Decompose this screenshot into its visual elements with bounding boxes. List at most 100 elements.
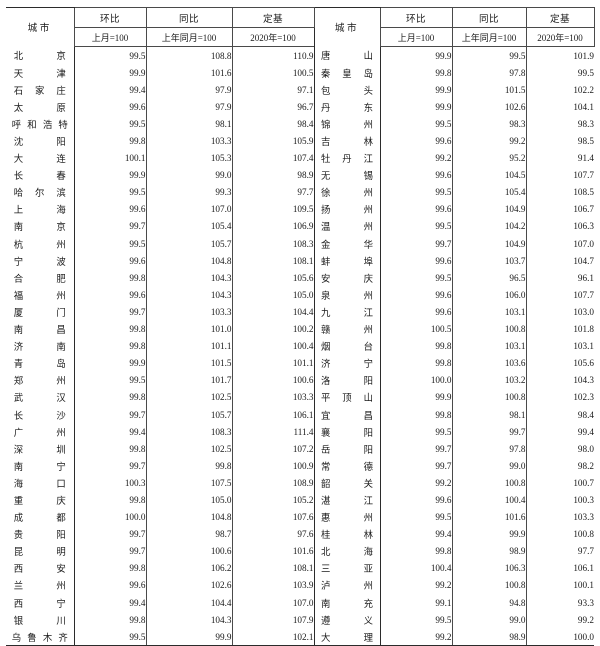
value-mom-left: 100.0: [73, 508, 146, 526]
value-yoy-left: 105.0: [145, 491, 232, 509]
value-mom-left: 99.8: [73, 132, 146, 150]
value-mom-right: 99.9: [379, 388, 452, 406]
city-name-right: 烟台: [313, 337, 380, 355]
table-row: 大连 100.1 105.3 107.4 牡丹江 99.2 95.2 91.4: [6, 149, 594, 167]
value-mom-right: 99.2: [379, 576, 452, 594]
value-yoy-right: 103.7: [451, 252, 526, 270]
table-header: 城市 环比 同比 定基 城市 环比 同比 定基 上月=100 上年同月=100 …: [6, 7, 595, 47]
value-base-right: 107.7: [525, 166, 594, 184]
city-label: 常德: [321, 462, 373, 473]
value-base-right: 107.7: [525, 286, 594, 304]
value-base-left: 110.9: [231, 46, 314, 65]
value-mom-right: 99.1: [379, 594, 452, 612]
value-base-left: 97.7: [231, 183, 314, 201]
value-yoy-right: 104.9: [451, 200, 526, 218]
header-yoy-basis-right: 上年同月=100: [451, 27, 527, 47]
value-yoy-left: 107.5: [145, 474, 232, 492]
value-base-left: 108.1: [231, 252, 314, 270]
city-label: 宁波: [13, 257, 66, 268]
table-row: 青岛 99.9 101.5 101.1 济宁 99.8 103.6 105.6: [6, 354, 594, 372]
value-base-left: 96.7: [231, 98, 314, 116]
table-row: 银川 99.8 104.3 107.9 遵义 99.5 99.0 99.2: [6, 611, 594, 629]
value-yoy-left: 97.9: [145, 81, 232, 99]
header-row-sub: 上月=100 上年同月=100 2020年=100 上月=100 上年同月=10…: [6, 27, 595, 47]
value-mom-left: 99.5: [73, 115, 146, 133]
value-mom-left: 99.5: [73, 183, 146, 201]
value-yoy-left: 101.0: [145, 320, 232, 338]
value-yoy-right: 97.8: [451, 440, 526, 458]
value-mom-left: 99.9: [73, 354, 146, 372]
value-base-right: 103.1: [525, 337, 594, 355]
value-mom-right: 99.9: [379, 46, 452, 65]
value-base-right: 106.1: [525, 559, 594, 577]
value-base-left: 111.4: [231, 423, 314, 441]
city-label: 丹东: [321, 103, 373, 114]
city-label: 遵义: [321, 616, 373, 627]
value-yoy-right: 98.9: [451, 542, 526, 560]
value-yoy-right: 101.6: [451, 508, 526, 526]
city-label: 襄阳: [321, 428, 373, 439]
value-base-left: 103.9: [231, 576, 314, 594]
city-name-left: 福州: [6, 286, 74, 303]
value-mom-left: 99.8: [73, 337, 146, 355]
value-mom-left: 99.7: [73, 217, 146, 236]
value-yoy-left: 101.7: [145, 371, 232, 389]
city-name-left: 长沙: [6, 406, 74, 423]
city-label: 杭州: [13, 240, 66, 251]
city-name-right: 三亚: [313, 559, 380, 577]
city-label: 三亚: [321, 565, 373, 576]
table-row: 厦门 99.7 103.3 104.4 九江 99.6 103.1 103.0: [6, 303, 594, 321]
value-base-left: 101.6: [231, 542, 314, 560]
city-name-right: 济宁: [313, 354, 380, 372]
value-base-right: 106.7: [525, 200, 594, 218]
value-yoy-left: 98.1: [145, 115, 232, 133]
value-mom-right: 99.9: [379, 81, 452, 99]
table-row: 郑州 99.5 101.7 100.6 洛阳 100.0 103.2 104.3: [6, 371, 594, 389]
value-mom-right: 99.7: [379, 440, 452, 458]
value-base-right: 107.0: [525, 235, 594, 253]
value-mom-left: 99.4: [73, 594, 146, 612]
value-mom-left: 99.8: [73, 320, 146, 338]
value-mom-right: 99.5: [379, 508, 452, 526]
value-base-left: 109.5: [231, 200, 314, 218]
table-row: 贵阳 99.7 98.7 97.6 桂林 99.4 99.9 100.8: [6, 525, 594, 543]
city-name-right: 韶关: [313, 474, 380, 492]
city-name-right: 无锡: [313, 166, 380, 184]
city-name-right: 金华: [313, 235, 380, 253]
city-label: 牡丹江: [321, 155, 373, 166]
value-mom-right: 99.6: [379, 132, 452, 150]
city-name-left: 昆明: [6, 543, 74, 560]
table-row: 上海 99.6 107.0 109.5 扬州 99.6 104.9 106.7: [6, 200, 594, 218]
value-yoy-left: 97.9: [145, 98, 232, 116]
value-base-left: 108.3: [231, 235, 314, 253]
city-name-right: 吉林: [313, 132, 380, 150]
city-name-right: 桂林: [313, 525, 380, 543]
city-label: 青岛: [13, 360, 66, 371]
table-row: 沈阳 99.8 103.3 105.9 吉林 99.6 99.2 98.5: [6, 132, 594, 150]
city-label: 北海: [321, 548, 373, 559]
city-name-left: 深圳: [6, 440, 74, 457]
value-mom-right: 99.8: [379, 542, 452, 560]
value-yoy-right: 98.1: [451, 405, 526, 424]
city-label: 无锡: [321, 172, 373, 183]
value-mom-left: 100.3: [73, 474, 146, 492]
city-name-left: 杭州: [6, 235, 74, 252]
value-base-left: 100.9: [231, 457, 314, 475]
table-row: 深圳 99.8 102.5 107.2 岳阳 99.7 97.8 98.0: [6, 440, 594, 458]
city-label: 厦门: [13, 308, 66, 319]
value-mom-left: 99.7: [73, 405, 146, 424]
value-mom-left: 99.5: [73, 371, 146, 389]
value-yoy-left: 100.6: [145, 542, 232, 560]
value-mom-left: 99.8: [73, 440, 146, 458]
city-label: 烟台: [321, 343, 373, 354]
value-base-left: 97.1: [231, 81, 314, 99]
city-label: 南昌: [13, 326, 66, 337]
value-mom-left: 99.6: [73, 98, 146, 116]
header-base-basis-left: 2020年=100: [231, 27, 315, 47]
city-label: 宜昌: [321, 411, 373, 422]
city-name-left: 合肥: [6, 269, 74, 286]
city-name-left: 天津: [6, 64, 74, 81]
city-label: 南京: [13, 223, 66, 234]
value-yoy-left: 103.3: [145, 303, 232, 321]
value-mom-left: 99.5: [73, 46, 146, 65]
